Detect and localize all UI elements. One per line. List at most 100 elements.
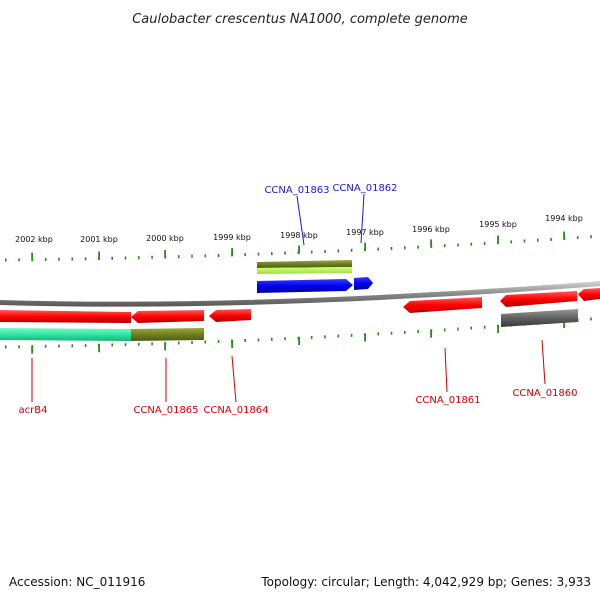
minor-tick	[337, 334, 340, 338]
minor-tick	[217, 254, 220, 257]
minor-tick	[18, 345, 20, 349]
minor-tick	[550, 237, 552, 241]
minor-tick	[244, 339, 246, 342]
minor-tick	[590, 235, 592, 239]
gene-ccna-01864-cds[interactable]	[209, 309, 251, 322]
gene-ccna-01865-cds[interactable]	[131, 310, 204, 323]
gene-ccna-01860-cds[interactable]	[500, 291, 577, 307]
major-tick	[430, 329, 432, 338]
ruler-label-1994kbp: 1994 kbp	[545, 214, 583, 223]
major-tick	[31, 252, 33, 261]
minor-tick	[111, 343, 113, 347]
forward-strand-features	[257, 260, 373, 293]
minor-tick	[5, 258, 7, 262]
minor-tick	[457, 327, 459, 331]
gene-acrb4-teal[interactable]	[0, 328, 131, 341]
minor-tick	[177, 255, 180, 259]
gene-acrb4-cds[interactable]	[0, 310, 131, 323]
major-tick	[364, 333, 366, 342]
leader-ccna-01864	[231, 355, 237, 403]
ruler-label-1998kbp: 1998 kbp	[280, 231, 318, 240]
minor-tick	[124, 256, 127, 260]
ruler-label-2002kbp: 2002 kbp	[15, 235, 53, 244]
minor-tick	[510, 240, 512, 244]
minor-tick	[44, 344, 47, 348]
minor-tick	[523, 239, 526, 243]
gene-label-ccna-01860[interactable]: CCNA_01860	[512, 388, 577, 399]
minor-tick	[257, 338, 260, 342]
minor-tick	[204, 340, 207, 344]
minor-tick	[151, 342, 153, 346]
gene-ccna-01863-olive[interactable]	[257, 260, 352, 268]
minor-tick	[350, 333, 353, 337]
minor-tick	[204, 254, 207, 258]
gene-labels: CCNA_01863 CCNA_01862 acrB4 CCNA_01865 C…	[19, 183, 578, 416]
gene-partial-right-cds[interactable]	[578, 288, 600, 301]
minor-tick	[124, 343, 127, 347]
minor-tick	[244, 253, 246, 257]
gene-label-ccna-01863[interactable]: CCNA_01863	[264, 185, 329, 196]
accession-label: Accession: NC_011916	[9, 575, 145, 589]
major-tick	[164, 250, 166, 258]
minor-tick	[324, 250, 326, 253]
minor-tick	[5, 345, 7, 349]
minor-tick	[44, 258, 47, 261]
minor-tick	[404, 330, 406, 334]
minor-tick	[58, 257, 60, 261]
minor-tick	[576, 236, 579, 240]
bottom-tick-ruler	[5, 317, 592, 354]
minor-tick	[337, 249, 340, 253]
gene-ccna-01860-gray[interactable]	[501, 309, 578, 327]
major-tick	[563, 320, 565, 329]
gene-label-acrb4[interactable]: acrB4	[19, 405, 48, 416]
minor-tick	[284, 337, 286, 341]
minor-tick	[324, 335, 326, 339]
gene-ccna-01863-cds[interactable]	[257, 279, 353, 293]
gene-label-ccna-01861[interactable]: CCNA_01861	[415, 395, 480, 406]
minor-tick	[483, 242, 486, 245]
major-tick	[231, 340, 233, 348]
minor-tick	[191, 254, 193, 258]
major-tick	[298, 245, 300, 254]
minor-tick	[71, 344, 74, 348]
minor-tick	[350, 248, 353, 252]
minor-tick	[138, 256, 140, 260]
major-tick	[98, 251, 100, 260]
major-tick	[563, 231, 565, 240]
minor-tick	[271, 337, 273, 341]
reverse-strand-features	[0, 288, 600, 341]
major-tick	[164, 342, 166, 351]
minor-tick	[483, 325, 486, 329]
ruler-label-2001kbp: 2001 kbp	[80, 235, 118, 244]
minor-tick	[390, 331, 393, 335]
minor-tick	[457, 243, 459, 247]
minor-tick	[470, 242, 473, 246]
gene-ccna-01863-lime[interactable]	[257, 267, 352, 274]
genome-summary: Topology: circular; Length: 4,042,929 bp…	[260, 575, 591, 589]
minor-tick	[390, 247, 393, 250]
minor-tick	[217, 340, 220, 343]
minor-tick	[111, 256, 113, 260]
minor-tick	[443, 244, 446, 248]
minor-tick	[417, 330, 419, 333]
major-tick	[231, 248, 233, 256]
minor-tick	[177, 341, 180, 345]
minor-tick	[84, 257, 87, 261]
major-tick	[430, 239, 432, 248]
minor-tick	[284, 251, 286, 255]
minor-tick	[310, 250, 313, 254]
minor-tick	[71, 257, 74, 261]
minor-tick	[18, 258, 20, 262]
gene-ccna-01861-cds[interactable]	[403, 297, 482, 313]
major-tick	[98, 344, 100, 353]
gene-label-ccna-01862[interactable]: CCNA_01862	[332, 183, 397, 194]
ruler-label-1995kbp: 1995 kbp	[479, 220, 517, 229]
gene-ccna-01865-olive[interactable]	[131, 328, 204, 341]
gene-label-ccna-01865[interactable]: CCNA_01865	[133, 405, 198, 416]
ruler-label-1997kbp: 1997 kbp	[346, 228, 384, 237]
gene-ccna-01862-cds[interactable]	[354, 277, 373, 290]
gene-label-ccna-01864[interactable]: CCNA_01864	[203, 405, 268, 416]
major-tick	[31, 345, 33, 354]
minor-tick	[404, 246, 406, 250]
